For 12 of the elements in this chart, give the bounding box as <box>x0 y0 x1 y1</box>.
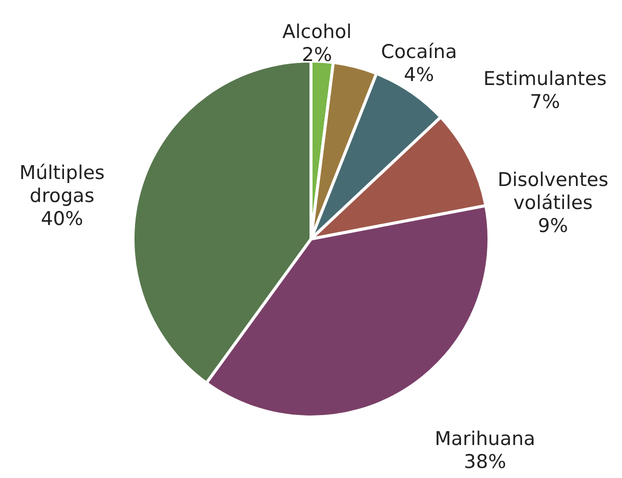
slice-label: Estimulantes <box>483 68 607 90</box>
data-label: 38% <box>464 451 506 473</box>
data-label: 40% <box>40 208 84 230</box>
slice-label: Marihuana <box>434 428 536 450</box>
slice-label: Alcohol <box>282 21 352 43</box>
slice-label: Cocaína <box>381 41 457 63</box>
slice-label: Disolventes volátiles <box>498 169 608 214</box>
data-label: 2% <box>302 44 332 66</box>
data-label: 7% <box>530 91 560 113</box>
data-label: 9% <box>538 215 568 237</box>
data-label: 4% <box>404 64 434 86</box>
slice-label: Múltiples drogas <box>19 162 105 207</box>
